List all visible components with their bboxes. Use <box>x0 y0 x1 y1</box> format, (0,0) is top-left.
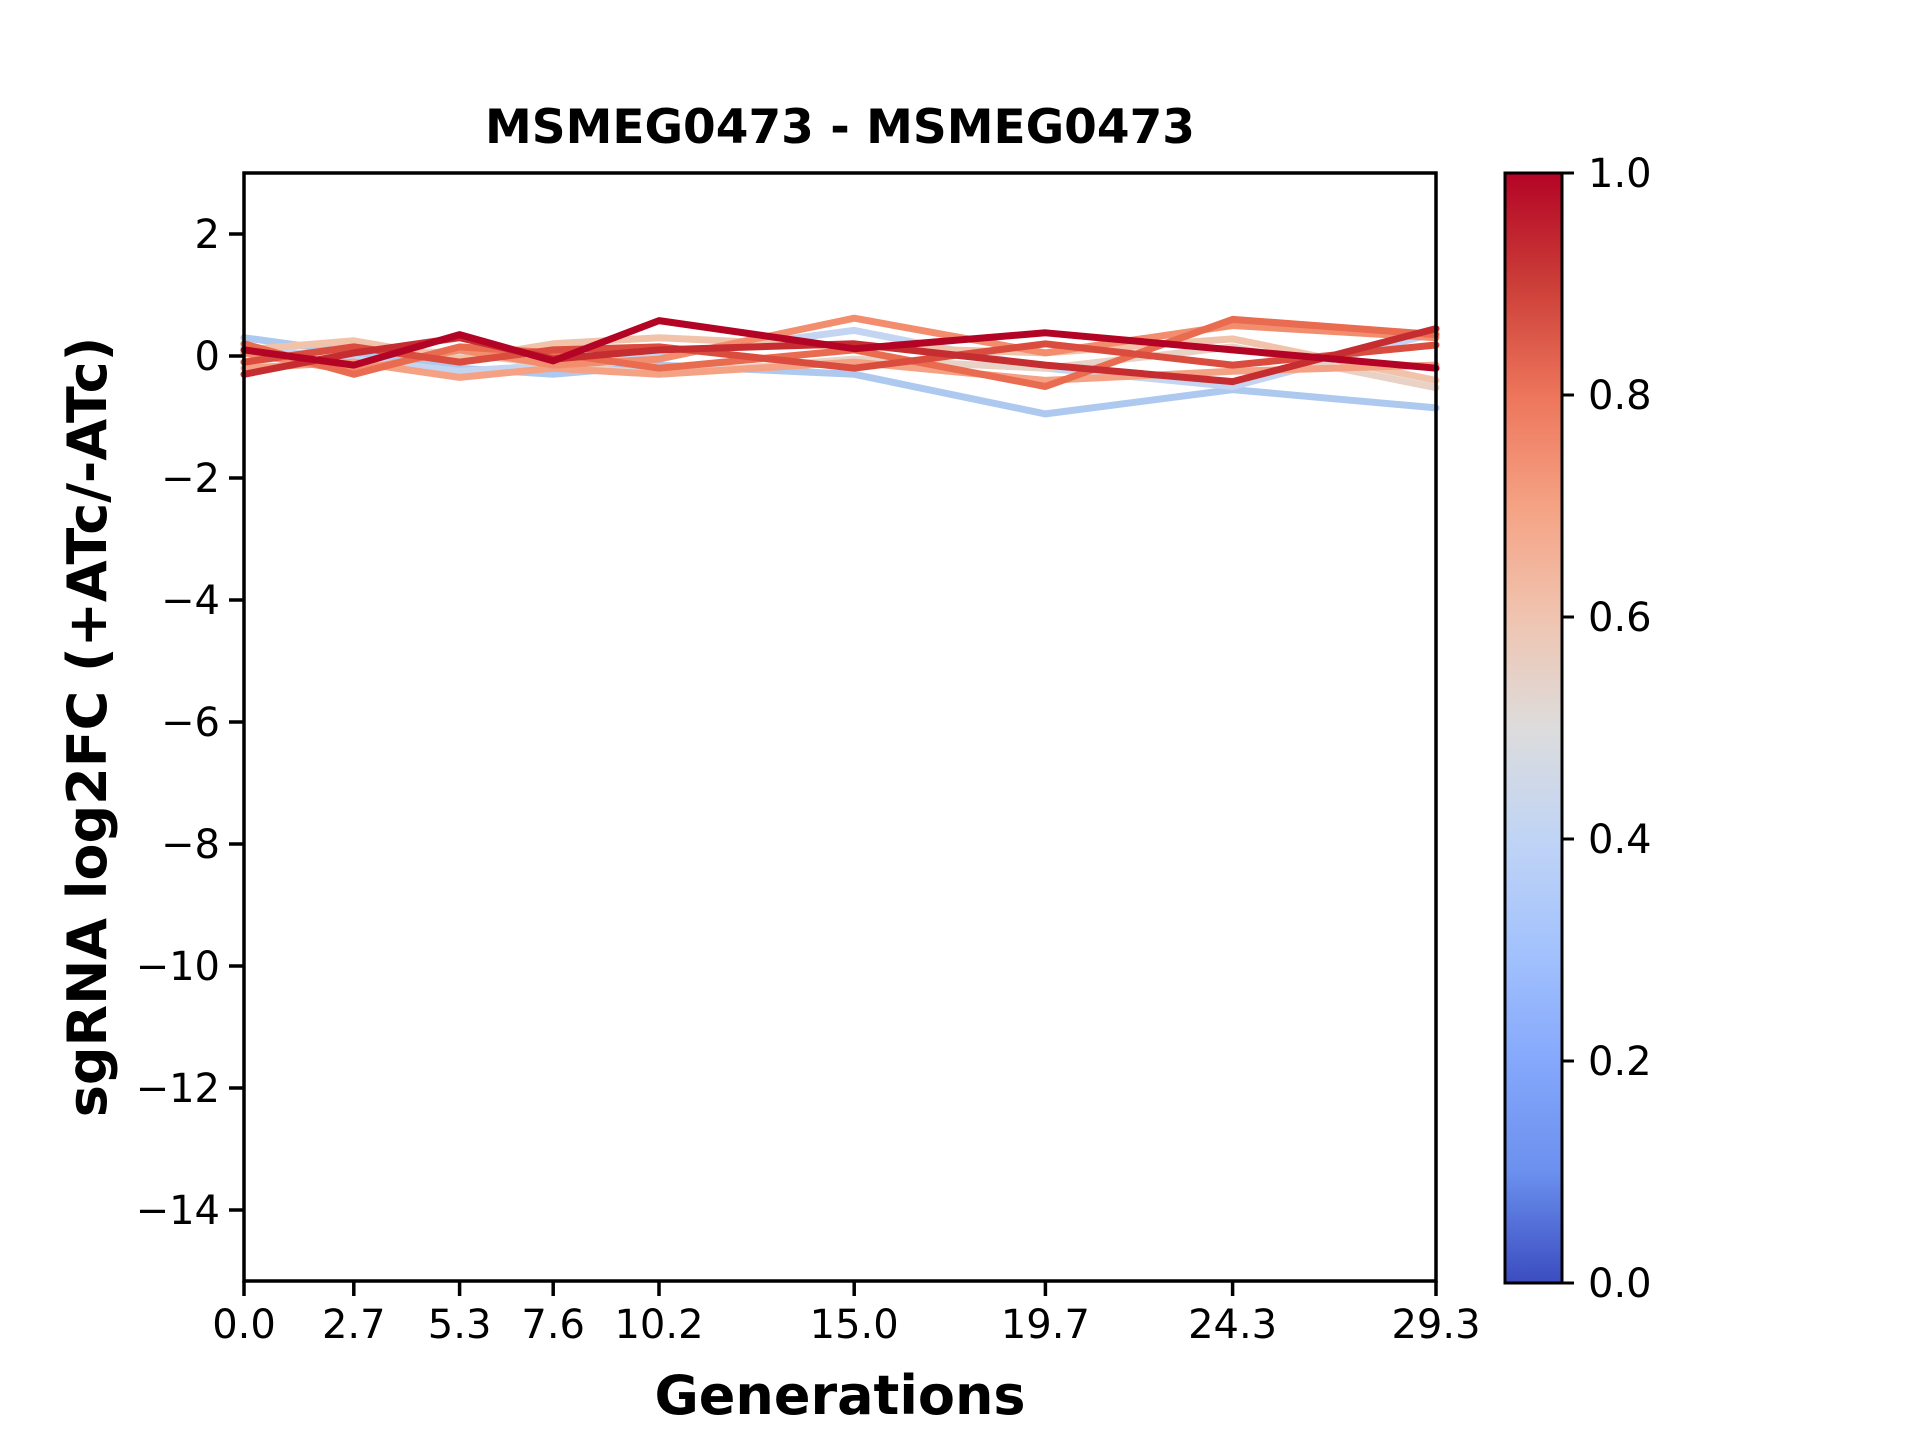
y-tick-label: −6 <box>161 700 220 746</box>
plot-title: MSMEG0473 - MSMEG0473 <box>484 100 1195 155</box>
colorbar-tick-label: 0.0 <box>1588 1261 1652 1307</box>
x-tick-label: 29.3 <box>1391 1302 1480 1348</box>
colorbar-tick-label: 0.6 <box>1588 595 1652 641</box>
colorbar-tick-label: 0.8 <box>1588 373 1652 419</box>
y-tick-label: −12 <box>136 1066 220 1112</box>
y-tick-label: 0 <box>195 334 220 380</box>
x-tick-label: 0.0 <box>212 1302 276 1348</box>
colorbar-tick-label: 0.2 <box>1588 1039 1652 1085</box>
y-tick-label: −14 <box>136 1188 220 1234</box>
x-tick-label: 19.7 <box>1001 1302 1090 1348</box>
x-axis-ticks: 0.0 2.7 5.3 7.6 10.2 15.0 19.7 24.3 29.3 <box>212 1281 1481 1348</box>
colorbar-tick-label: 0.4 <box>1588 817 1652 863</box>
x-tick-label: 15.0 <box>810 1302 899 1348</box>
y-axis-ticks: 2 0 −2 −4 −6 −8 −10 −12 −14 <box>136 212 244 1234</box>
y-tick-label: 2 <box>195 212 220 258</box>
data-lines <box>240 314 1440 418</box>
sgRNA-line-10 <box>240 317 1440 372</box>
y-tick-label: −10 <box>136 944 220 990</box>
colorbar-bar <box>1503 171 1564 1285</box>
x-tick-label: 24.3 <box>1188 1302 1277 1348</box>
x-tick-label: 2.7 <box>322 1302 386 1348</box>
colorbar-ticks: 1.0 0.8 0.6 0.4 0.2 0.0 <box>1562 151 1652 1307</box>
y-tick-label: −2 <box>161 456 220 502</box>
colorbar: 1.0 0.8 0.6 0.4 0.2 0.0 <box>1503 151 1652 1307</box>
x-tick-label: 10.2 <box>614 1302 703 1348</box>
x-tick-label: 5.3 <box>428 1302 492 1348</box>
plot-area-border <box>242 171 1438 1283</box>
sgRNA-line-9 <box>240 325 1440 386</box>
x-tick-label: 7.6 <box>521 1302 585 1348</box>
y-tick-label: −8 <box>161 822 220 868</box>
x-axis-label: Generations <box>654 1364 1026 1427</box>
y-tick-label: −4 <box>161 578 220 624</box>
colorbar-tick-label: 1.0 <box>1588 151 1652 197</box>
